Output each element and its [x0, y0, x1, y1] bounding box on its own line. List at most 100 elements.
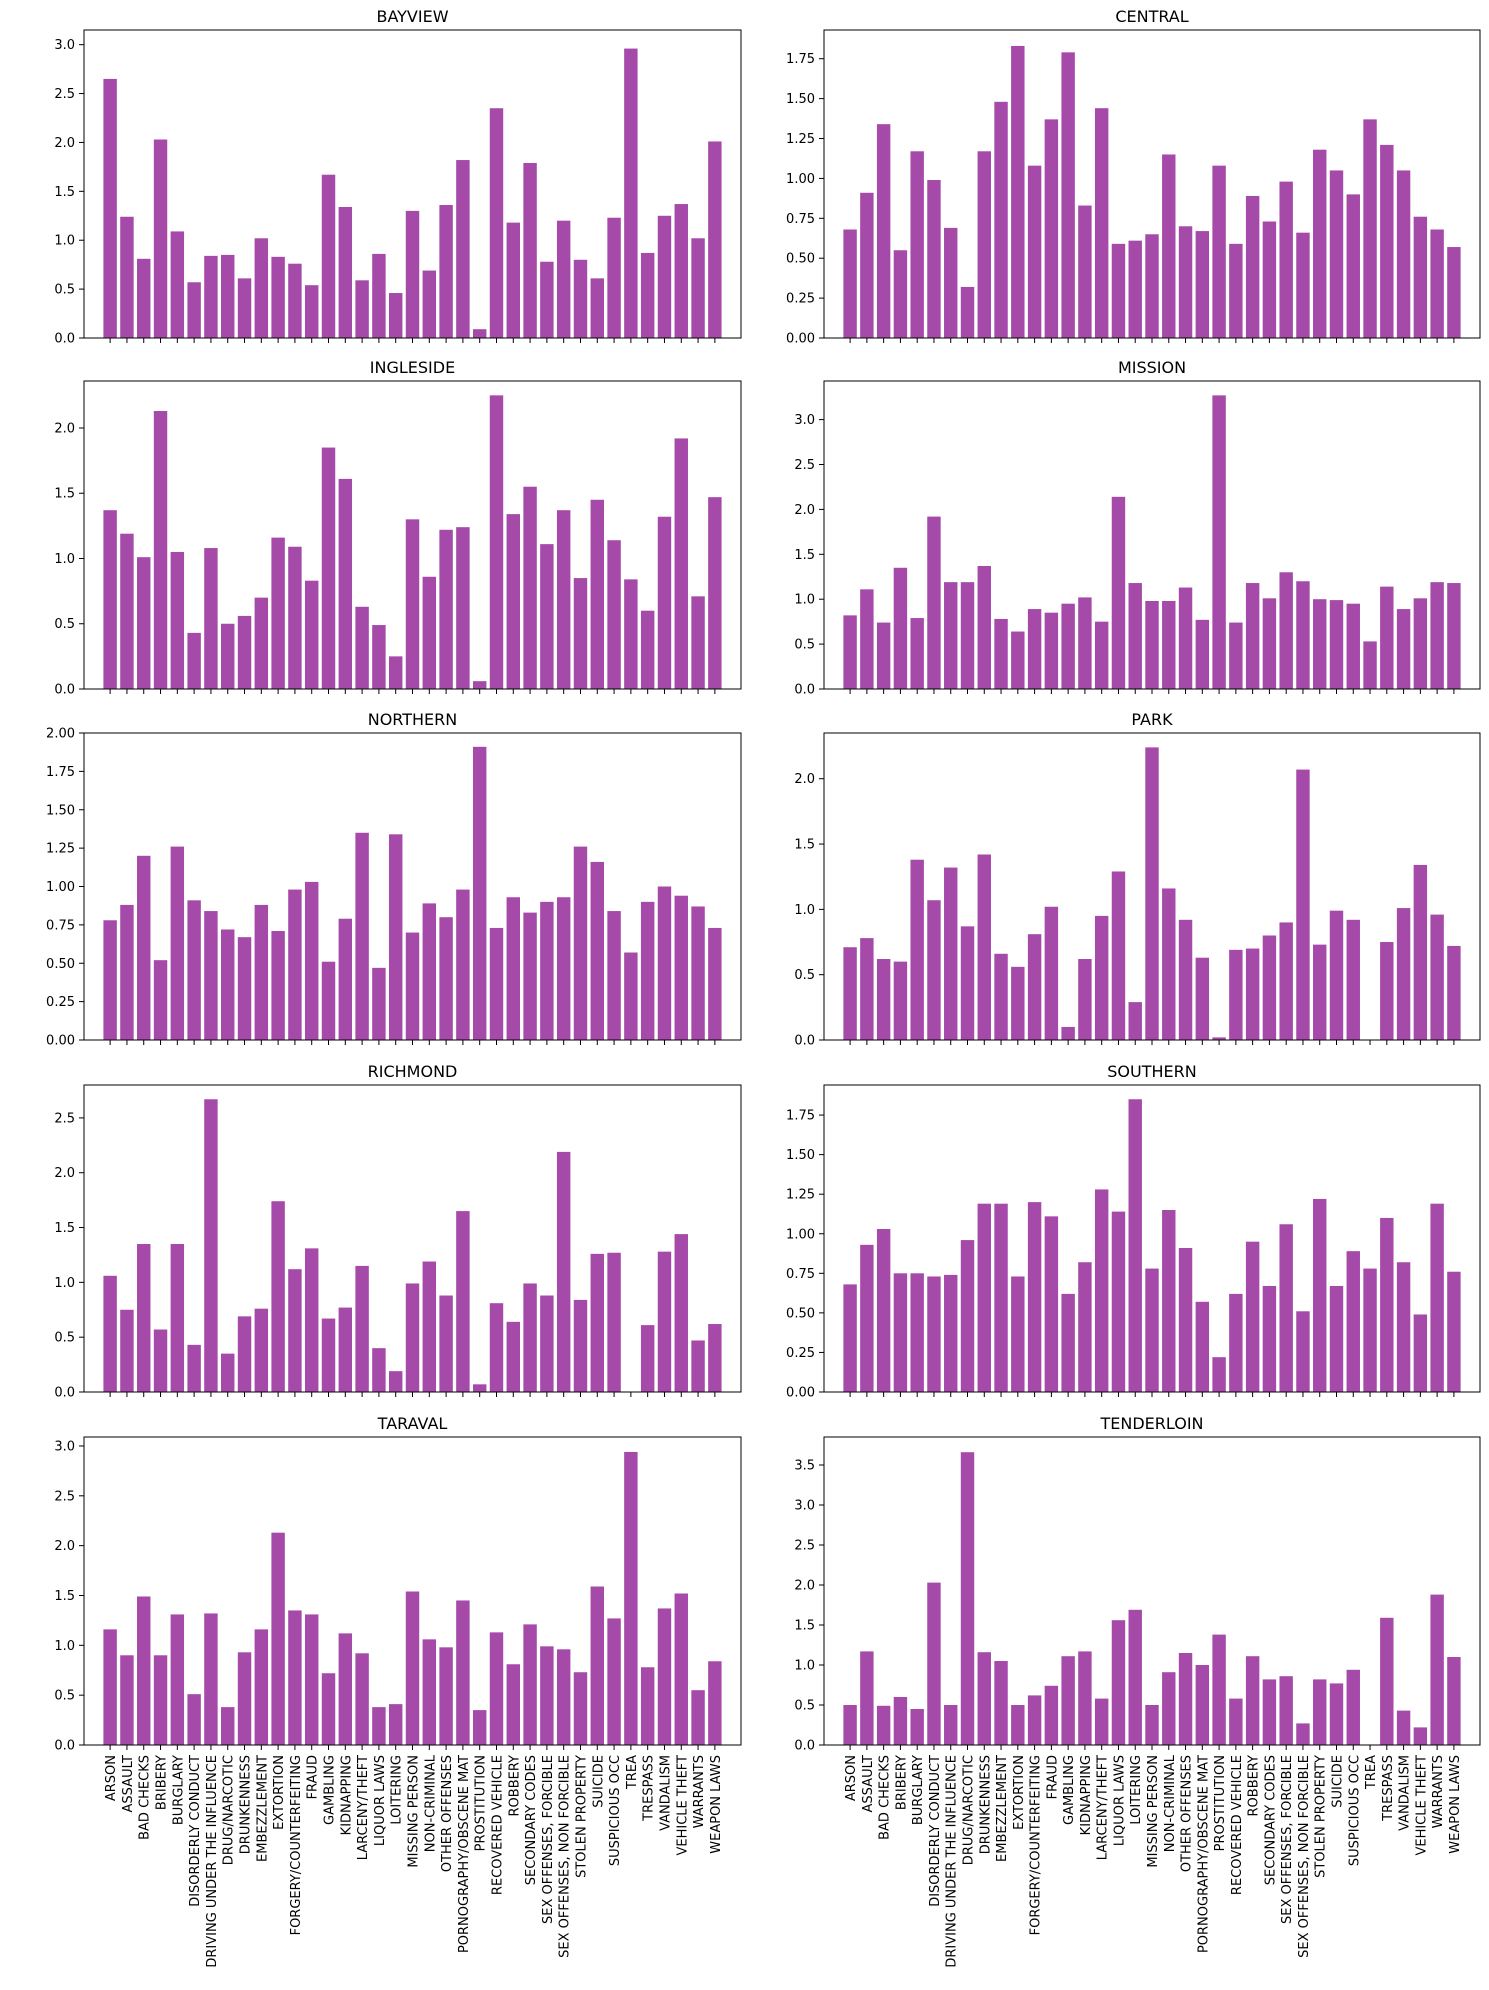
bar-loitering: [388, 834, 403, 1040]
x-tick-label: DISORDERLY CONDUCT: [928, 1755, 943, 1907]
bar-bad-checks: [876, 622, 891, 689]
bar-larceny-theft: [355, 280, 369, 338]
subplot-title: INGLESIDE: [370, 358, 455, 377]
x-tick-label: LIQUOR LAWS: [1112, 1755, 1127, 1846]
y-tick-label: 0.5: [54, 617, 75, 632]
bar-suspicious-occ: [607, 911, 621, 1040]
bar-weapon-laws: [708, 1661, 722, 1745]
bar-trespass: [640, 901, 655, 1040]
bar-other-offenses: [439, 1295, 453, 1392]
bar-bribery: [893, 567, 908, 689]
y-tick-label: 0.75: [786, 1267, 815, 1282]
bar-embezzlement: [994, 1203, 1008, 1392]
x-tick-label: TREA: [1364, 1755, 1379, 1790]
y-tick-label: 2.0: [54, 1539, 75, 1554]
x-tick-label: KIDNAPPING: [339, 1755, 354, 1835]
bar-robbery: [1245, 195, 1260, 338]
y-tick-label: 1.50: [46, 803, 75, 818]
bar-suspicious-occ: [1346, 603, 1360, 689]
bar-secondary-codes: [1262, 1285, 1277, 1392]
bar-weapon-laws: [708, 141, 722, 338]
axes-frame: [823, 380, 1481, 690]
y-tick-label: 1.5: [794, 548, 815, 563]
bar-drug-narcotic: [221, 254, 235, 338]
bar-driving-under-the-influence: [944, 867, 958, 1040]
axes-frame: [823, 732, 1481, 1041]
bar-fraud: [304, 881, 319, 1040]
bar-non-criminal: [422, 270, 437, 338]
bar-stolen-property: [1313, 944, 1327, 1040]
bar-sex-offenses-non-forcible: [1296, 1723, 1310, 1745]
x-tick-label: FORGERY/COUNTERFEITING: [1029, 1755, 1044, 1935]
bar-loitering: [388, 1704, 403, 1745]
bar-fraud: [304, 285, 319, 338]
x-tick-label: SEX OFFENSES, FORCIBLE: [541, 1755, 556, 1924]
x-tick-label: VANDALISM: [1398, 1755, 1413, 1831]
bar-gambling: [321, 961, 336, 1040]
y-tick-label: 0.25: [786, 292, 815, 307]
bar-trespass: [640, 1667, 655, 1745]
bar-suicide: [1329, 600, 1344, 689]
x-tick-label: DRIVING UNDER THE INFLUENCE: [945, 1755, 960, 1968]
x-tick-label: BAD CHECKS: [138, 1755, 153, 1840]
axes-frame: [823, 29, 1481, 339]
bar-drug-narcotic: [960, 582, 975, 689]
x-tick-label: PORNOGRAPHY/OBSCENE MAT: [457, 1755, 472, 1953]
bar-vehicle-theft: [1413, 598, 1428, 689]
bar-gambling: [1061, 1026, 1075, 1040]
bar-loitering: [1128, 583, 1142, 689]
bar-burglary: [170, 551, 185, 689]
bar-embezzlement: [254, 1629, 269, 1745]
bar-bad-checks: [137, 557, 151, 689]
bar-extortion: [1011, 1705, 1025, 1745]
bar-pornography-obscene-mat: [456, 160, 470, 338]
bar-driving-under-the-influence: [944, 227, 958, 338]
bar-burglary: [170, 231, 185, 338]
bar-arson: [103, 920, 117, 1040]
x-tick-label: DISORDERLY CONDUCT: [188, 1755, 203, 1907]
y-tick-label: 1.50: [786, 92, 815, 107]
bar-bad-checks: [137, 258, 151, 338]
bar-assault: [120, 216, 134, 338]
y-tick-label: 2.0: [794, 503, 815, 518]
bar-bad-checks: [876, 1229, 891, 1392]
bar-warrants: [691, 596, 705, 689]
bar-robbery: [1245, 1656, 1260, 1745]
bar-kidnapping: [338, 478, 353, 689]
bar-suicide: [590, 1586, 604, 1745]
bar-trea: [624, 48, 638, 338]
x-tick-label: ASSAULT: [121, 1755, 136, 1812]
bar-warrants: [1430, 1203, 1444, 1392]
bar-disorderly-conduct: [927, 900, 941, 1040]
x-tick-label: SEX OFFENSES, FORCIBLE: [1280, 1755, 1295, 1924]
bar-gambling: [321, 174, 336, 338]
bar-sex-offenses-non-forcible: [1296, 581, 1310, 689]
x-tick-label: NON-CRIMINAL: [423, 1754, 438, 1852]
bar-burglary: [170, 1243, 185, 1392]
bar-suicide: [1329, 1683, 1344, 1745]
y-tick-label: 3.5: [794, 1459, 815, 1474]
bar-trea: [624, 1451, 638, 1745]
bar-prostitution: [1212, 1634, 1226, 1745]
bar-sex-offenses-forcible: [1279, 1676, 1293, 1745]
bar-robbery: [1245, 948, 1260, 1040]
x-tick-label: DRUG/NARCOTIC: [222, 1755, 237, 1865]
bar-drug-narcotic: [221, 623, 235, 689]
bar-embezzlement: [994, 618, 1008, 689]
bar-bribery: [153, 139, 168, 338]
bar-sex-offenses-non-forcible: [556, 220, 571, 338]
bar-arson: [103, 510, 117, 689]
y-tick-label: 1.5: [794, 838, 815, 853]
y-tick-label: 0.5: [54, 1331, 75, 1346]
bar-fraud: [1044, 1685, 1059, 1745]
bar-missing-person: [1145, 601, 1159, 689]
bar-larceny-theft: [1094, 108, 1109, 338]
x-tick-label: MISSING PERSON: [1146, 1755, 1161, 1868]
x-tick-label: FRAUD: [306, 1755, 321, 1799]
x-tick-label: ROBBERY: [507, 1755, 522, 1817]
bar-burglary: [910, 1273, 924, 1392]
bar-secondary-codes: [523, 912, 537, 1040]
bar-extortion: [1011, 631, 1025, 689]
bar-vehicle-theft: [674, 438, 688, 689]
bar-robbery: [1245, 583, 1260, 689]
